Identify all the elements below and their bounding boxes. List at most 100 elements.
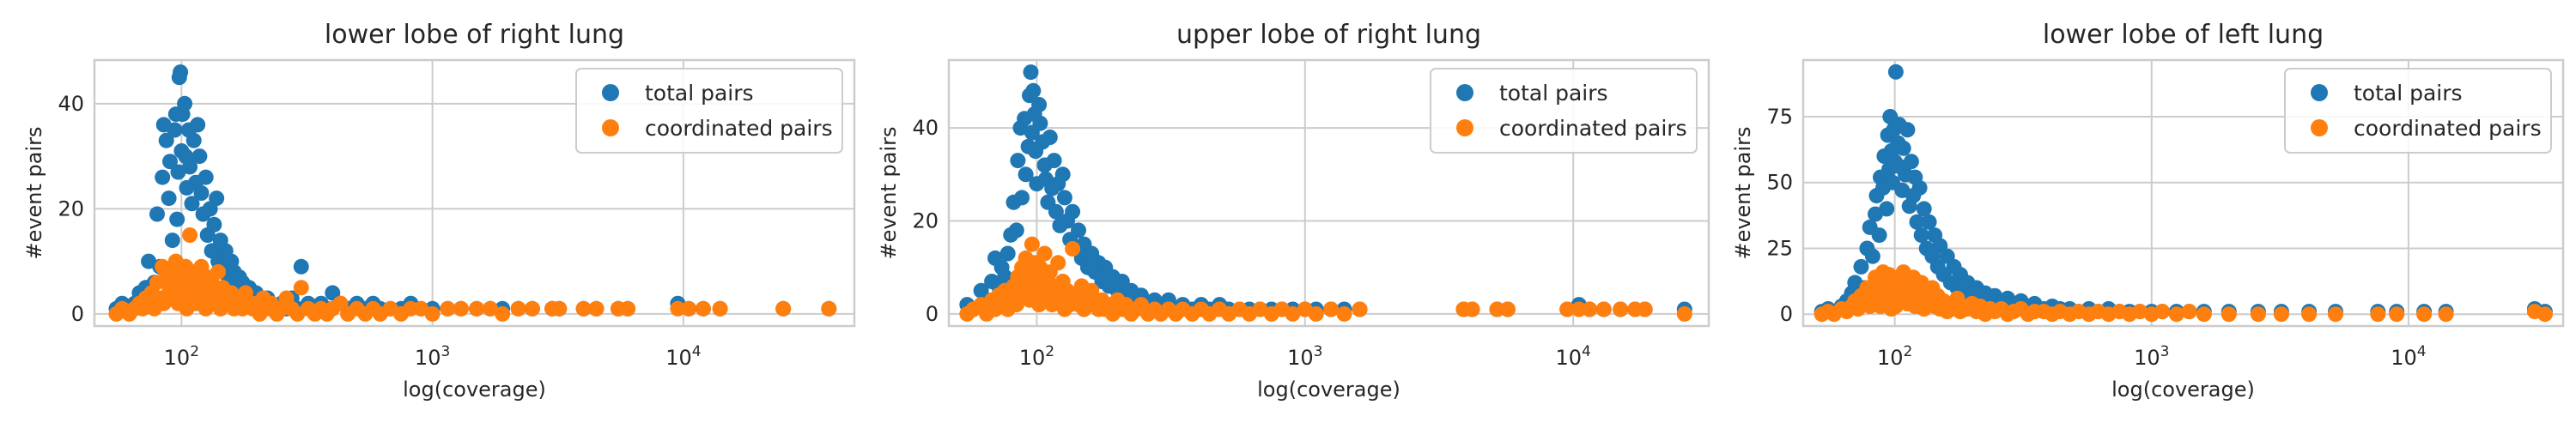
data-point — [1018, 166, 1034, 183]
legend-box — [575, 68, 843, 154]
data-point — [524, 300, 540, 317]
data-point — [1903, 154, 1919, 170]
data-point — [821, 300, 837, 317]
data-point — [149, 206, 165, 222]
legend: total pairs coordinated pairs — [575, 68, 843, 154]
data-point — [170, 164, 186, 180]
data-point — [1595, 301, 1612, 317]
data-point — [551, 300, 568, 317]
data-point — [2132, 304, 2148, 320]
data-point — [193, 185, 210, 201]
data-point — [1008, 222, 1024, 239]
x-tick-label: 104 — [2391, 343, 2426, 370]
data-point — [999, 245, 1016, 262]
data-point — [1921, 214, 1937, 230]
series-coordinated-pairs — [108, 227, 837, 322]
legend-marker — [1456, 84, 1473, 101]
legend-label: coordinated pairs — [2354, 116, 2542, 141]
data-point — [1065, 241, 1081, 257]
legend-label: coordinated pairs — [645, 116, 833, 141]
data-point — [1031, 97, 1048, 112]
x-tick-label: 103 — [415, 343, 450, 370]
data-point — [775, 300, 792, 317]
plot-frame — [93, 58, 856, 328]
data-point — [453, 300, 469, 317]
chart-title: upper lobe of right lung — [1176, 20, 1481, 50]
y-tick-label: 20 — [58, 196, 84, 221]
data-point — [191, 148, 208, 165]
data-point — [177, 95, 193, 112]
data-point — [164, 233, 180, 249]
legend-marker — [602, 84, 619, 101]
chart-panel-2: 0 20 40 102 103 104 upper lobe of right lung lo… — [877, 20, 1710, 402]
data-point — [182, 159, 198, 175]
data-point — [2416, 306, 2433, 323]
y-tick-label: 40 — [912, 116, 939, 140]
legend-label: total pairs — [2354, 81, 2463, 106]
data-point — [1054, 166, 1071, 183]
data-point — [1464, 301, 1480, 317]
data-point — [190, 117, 206, 133]
data-point — [293, 280, 309, 296]
x-tick-label: 103 — [2134, 343, 2169, 370]
legend-box — [1430, 68, 1698, 154]
data-point — [469, 300, 485, 317]
series-coordinated-pairs — [959, 236, 1692, 322]
data-point — [158, 132, 174, 148]
data-point — [1285, 305, 1301, 322]
legend-label: total pairs — [1499, 81, 1608, 106]
data-point — [1014, 190, 1030, 206]
data-point — [424, 305, 440, 322]
data-point — [1676, 305, 1692, 322]
data-point — [1308, 305, 1324, 322]
chart-panel-1: 0 20 40 102 103 104 lower lobe of right lung lo… — [22, 20, 856, 402]
legend-marker — [602, 119, 619, 136]
data-point — [2221, 306, 2237, 323]
y-tick-label: 0 — [71, 302, 84, 326]
legend-marker — [2311, 119, 2328, 136]
data-point — [1637, 301, 1653, 317]
data-point — [210, 263, 227, 280]
data-point — [588, 300, 605, 317]
x-axis-label: log(coverage) — [403, 378, 546, 402]
data-point — [1916, 201, 1932, 217]
y-tick-label: 50 — [1766, 171, 1793, 195]
legend-marker — [2311, 84, 2328, 101]
data-point — [1042, 130, 1058, 145]
data-point — [1056, 190, 1072, 206]
y-tick-label: 25 — [1766, 236, 1793, 260]
data-point — [1853, 258, 1869, 275]
data-point — [1323, 301, 1340, 317]
plot-frame — [947, 58, 1710, 328]
chart-title: lower lobe of right lung — [325, 20, 624, 50]
data-point — [620, 300, 636, 317]
data-point — [2537, 306, 2553, 323]
data-point — [1887, 63, 1904, 80]
data-point — [2328, 306, 2343, 323]
y-tick-label: 75 — [1766, 105, 1793, 129]
y-tick-label: 0 — [1780, 302, 1793, 326]
y-axis-label: #event pairs — [22, 126, 46, 259]
data-point — [184, 196, 200, 212]
data-point — [1336, 305, 1352, 322]
data-point — [1025, 82, 1042, 99]
data-point — [510, 300, 526, 317]
y-axis-label: #event pairs — [1731, 126, 1755, 259]
plot-frame — [1801, 58, 2565, 328]
data-point — [182, 227, 198, 243]
data-point — [1048, 203, 1064, 220]
data-point — [2438, 306, 2454, 323]
data-point — [206, 216, 222, 233]
data-point — [162, 154, 178, 170]
legend-label: coordinated pairs — [1499, 116, 1687, 141]
data-point — [2370, 306, 2386, 323]
data-point — [1010, 153, 1026, 169]
legend: total pairs coordinated pairs — [1430, 68, 1698, 154]
data-point — [1084, 282, 1100, 299]
chart-title: lower lobe of left lung — [2043, 20, 2324, 50]
data-point — [325, 285, 341, 301]
y-tick-label: 40 — [58, 92, 84, 116]
data-point — [1582, 301, 1598, 317]
data-point — [1032, 115, 1048, 131]
data-point — [1036, 245, 1053, 262]
